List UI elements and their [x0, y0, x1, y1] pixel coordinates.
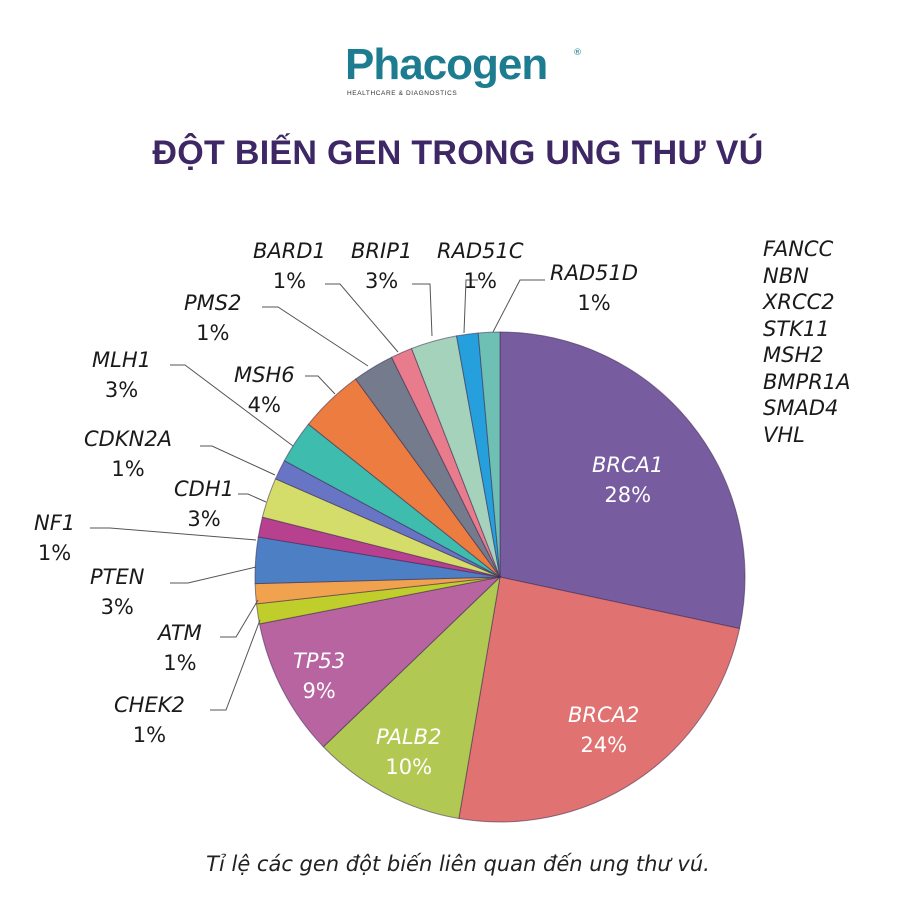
label-palb2: PALB2 10%	[376, 725, 442, 779]
leader-nf1	[90, 527, 257, 541]
label-mlh1: MLH1 3%	[92, 348, 151, 402]
gene-fancc: FANCC	[763, 237, 834, 261]
leader-chek2	[210, 619, 261, 711]
leader-rad51d	[492, 279, 545, 333]
logo-tagline: HEALTHCARE & DIAGNOSTICS	[347, 90, 458, 97]
label-rad51c: RAD51C 1%	[437, 239, 524, 293]
leader-rad51c	[463, 279, 478, 334]
pie-slice-brca1	[499, 331, 746, 630]
leader-msh6	[305, 375, 336, 395]
logo-wordmark: Phacogen	[345, 40, 548, 89]
label-msh6: MSH6 4%	[234, 363, 295, 417]
label-nf1: NF1 1%	[34, 511, 76, 565]
label-pten: PTEN 3%	[90, 565, 145, 619]
leader-cdh1	[238, 493, 267, 503]
gene-vhl: VHL	[763, 422, 805, 447]
pie-slice-brca2	[458, 576, 741, 823]
gene-smad4: SMAD4	[763, 396, 839, 420]
leader-lines	[90, 279, 545, 711]
leader-pten	[170, 566, 257, 584]
label-brca2: BRCA2 24%	[568, 703, 640, 757]
pie-slice-tp53	[258, 576, 502, 748]
registered-mark: ®	[573, 48, 582, 58]
other-genes-list: FANCC NBN XRCC2 STK11 MSH2 BMPR1A SMAD4 …	[763, 236, 851, 448]
label-brip1: BRIP1 3%	[351, 239, 413, 293]
gene-msh2: MSH2	[763, 343, 824, 367]
chart-caption: Tỉ lệ các gen đột biến liên quan đến ung…	[206, 852, 710, 876]
leader-bard1	[325, 283, 399, 353]
label-cdh1: CDH1 3%	[174, 477, 234, 531]
chart-title: ĐỘT BIẾN GEN TRONG UNG THƯ VÚ	[152, 134, 764, 172]
gene-stk11: STK11	[763, 316, 830, 341]
pie-slice-palb2	[322, 575, 501, 820]
label-atm: ATM 1%	[158, 621, 202, 675]
gene-bmpr1a: BMPR1A	[763, 369, 851, 394]
leader-atm	[220, 599, 259, 638]
pie-slice-rad51d	[477, 331, 501, 578]
leader-brip1	[412, 283, 433, 337]
label-bard1: BARD1 1%	[253, 239, 326, 293]
phacogen-logo: Phacogen ® HEALTHCARE & DIAGNOSTICS	[345, 40, 585, 100]
leader-mlh1	[170, 364, 294, 447]
gene-nbn: NBN	[763, 263, 809, 288]
label-tp53: TP53 9%	[293, 649, 346, 703]
label-cdkn2a: CDKN2A 1%	[84, 427, 173, 481]
label-chek2: CHEK2 1%	[114, 693, 185, 747]
gene-xrcc2: XRCC2	[763, 290, 835, 314]
label-brca1: BRCA1 28%	[592, 453, 664, 507]
label-pms2: PMS2 1%	[184, 291, 242, 345]
label-rad51d: RAD51D 1%	[550, 261, 639, 315]
pie-slices	[254, 331, 746, 823]
leader-pms2	[262, 306, 369, 367]
leader-cdkn2a	[200, 445, 276, 476]
